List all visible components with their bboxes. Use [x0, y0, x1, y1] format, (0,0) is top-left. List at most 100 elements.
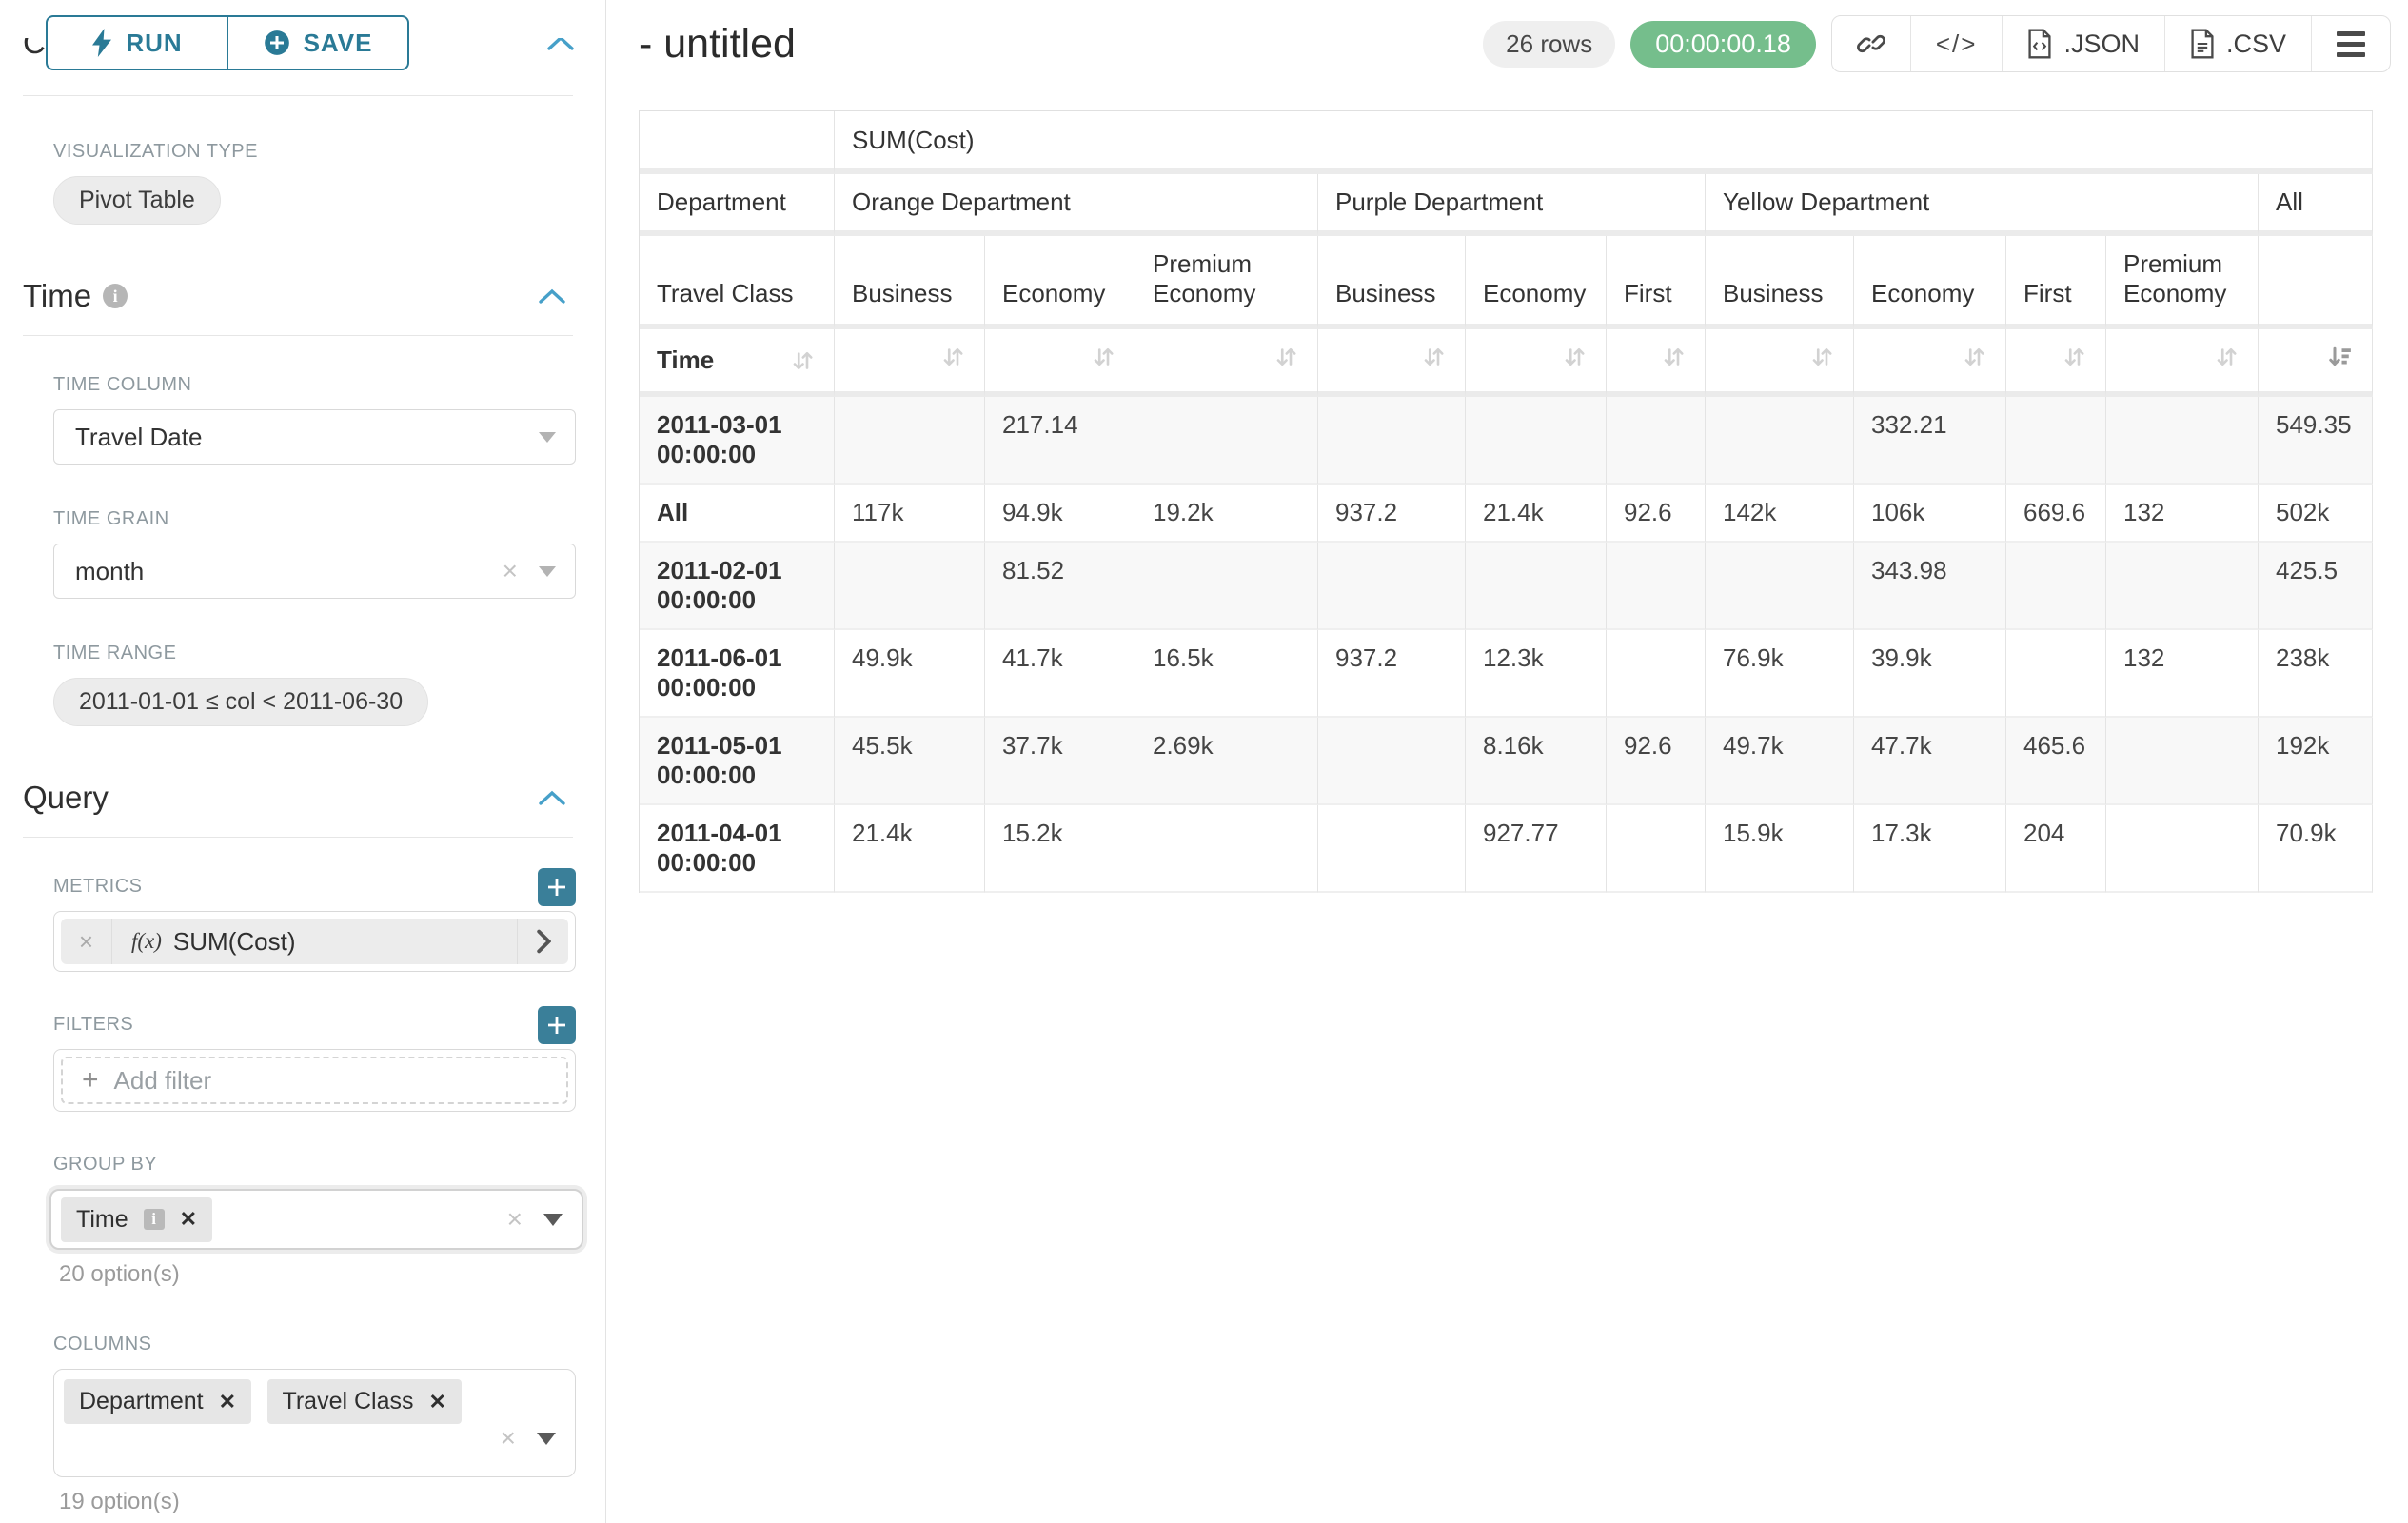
table-cell: 15.2k [985, 805, 1135, 893]
caret-down-icon [543, 1213, 563, 1226]
table-cell: 332.21 [1854, 397, 2006, 485]
json-file-icon [2028, 29, 2052, 59]
pivot-table: SUM(Cost) Department Orange Department Purp… [639, 110, 2374, 893]
save-button-label: SAVE [303, 28, 373, 57]
sort-header[interactable] [1466, 329, 1607, 397]
metric-pill[interactable]: × f(x) SUM(Cost) [61, 919, 568, 964]
sort-header[interactable] [835, 329, 985, 397]
sort-icon[interactable] [1960, 343, 1988, 371]
add-filter-button[interactable] [538, 1006, 576, 1044]
add-metric-button[interactable] [538, 868, 576, 906]
table-cell: 92.6 [1607, 718, 1706, 805]
remove-tag-icon[interactable]: ✕ [218, 1389, 237, 1414]
sort-header[interactable] [985, 329, 1135, 397]
clear-icon[interactable]: × [502, 556, 518, 585]
filters-control: + Add filter [53, 1049, 576, 1112]
more-options-button[interactable] [2311, 16, 2390, 71]
export-json-label: .JSON [2063, 29, 2140, 58]
sort-icon[interactable] [1560, 343, 1589, 371]
add-filter-dropzone[interactable]: + Add filter [61, 1057, 568, 1104]
expand-metric-icon[interactable] [517, 919, 568, 964]
caret-down-icon [539, 565, 556, 577]
table-cell [2006, 630, 2106, 718]
embed-code-button[interactable]: </> [1909, 16, 2003, 71]
sort-header[interactable] [1318, 329, 1466, 397]
column-header: Economy [985, 236, 1135, 329]
columns-options-hint: 19 option(s) [59, 1489, 180, 1514]
table-cell [1607, 397, 1706, 485]
sort-icon[interactable] [1089, 343, 1117, 371]
table-cell: 39.9k [1854, 630, 2006, 718]
export-json-button[interactable]: .JSON [2002, 16, 2164, 71]
sort-header[interactable] [1706, 329, 1854, 397]
table-cell: 192k [2259, 718, 2374, 805]
sort-header-active[interactable] [2259, 329, 2374, 397]
sort-icon[interactable] [1807, 343, 1836, 371]
time-column-select[interactable]: Travel Date [53, 409, 576, 465]
table-cell [2006, 397, 2106, 485]
column-header: Premium Economy [2106, 236, 2259, 329]
sort-icon[interactable] [938, 343, 967, 371]
table-cell: 502k [2259, 485, 2374, 543]
table-cell: 238k [2259, 630, 2374, 718]
remove-tag-icon[interactable]: ✕ [428, 1389, 446, 1414]
clear-icon[interactable]: × [506, 1204, 523, 1234]
sort-icon[interactable] [1419, 343, 1448, 371]
sort-header[interactable] [2106, 329, 2259, 397]
row-label: 2011-06-01 00:00:00 [640, 630, 835, 718]
sort-header[interactable] [2006, 329, 2106, 397]
export-csv-button[interactable]: .CSV [2163, 16, 2311, 71]
table-cell: 343.98 [1854, 543, 2006, 630]
table-cell: 132 [2106, 630, 2259, 718]
table-cell: 117k [835, 485, 985, 543]
save-button[interactable]: SAVE [227, 15, 409, 70]
remove-tag-icon[interactable]: ✕ [179, 1207, 198, 1231]
sort-icon[interactable] [1272, 343, 1300, 371]
columns-select[interactable]: Department ✕ Travel Class ✕ × [53, 1369, 576, 1477]
sort-descending-icon[interactable] [2324, 343, 2355, 371]
lightning-icon [92, 29, 112, 57]
table-cell [1135, 543, 1318, 630]
table-cell: 21.4k [835, 805, 985, 893]
sort-icon[interactable] [1659, 343, 1688, 371]
sort-icon[interactable] [2212, 343, 2240, 371]
sort-header[interactable] [1607, 329, 1706, 397]
chevron-up-icon[interactable] [538, 789, 566, 806]
chart-title[interactable]: - untitled [639, 20, 796, 67]
group-by-select[interactable]: Time i ✕ × [49, 1189, 583, 1250]
sort-icon[interactable] [788, 346, 817, 375]
table-cell [1706, 543, 1854, 630]
column-header: Premium Economy [1135, 236, 1318, 329]
sort-header[interactable] [1854, 329, 2006, 397]
time-sort-header[interactable]: Time [640, 329, 835, 397]
time-grain-select[interactable]: month × [53, 544, 576, 599]
department-dim-label: Department [640, 174, 835, 236]
column-header: Business [1706, 236, 1854, 329]
group-by-label: GROUP BY [53, 1154, 158, 1175]
table-row: 2011-05-01 00:00:00 45.5k 37.7k 2.69k 8.16k 92… [640, 718, 2374, 805]
tag-label: Travel Class [282, 1388, 414, 1414]
copy-link-button[interactable] [1832, 16, 1910, 71]
clear-icon[interactable]: × [500, 1423, 516, 1453]
table-cell [1135, 805, 1318, 893]
table-cell: 45.5k [835, 718, 985, 805]
table-cell: 49.9k [835, 630, 985, 718]
remove-metric-icon[interactable]: × [61, 919, 112, 964]
chevron-up-icon[interactable] [538, 287, 566, 305]
chart-header: - untitled 26 rows 00:00:00.18 </> [639, 15, 2408, 72]
row-label: 2011-03-01 00:00:00 [640, 397, 835, 485]
run-button-label: RUN [126, 28, 183, 57]
query-section-header[interactable]: Query [23, 780, 576, 816]
chevron-up-icon[interactable] [546, 38, 575, 51]
time-range-pill[interactable]: 2011-01-01 ≤ col < 2011-06-30 [53, 678, 429, 726]
run-button[interactable]: RUN [46, 15, 227, 70]
visualization-type-pill[interactable]: Pivot Table [53, 176, 221, 225]
sort-header[interactable] [1135, 329, 1318, 397]
table-cell: 204 [2006, 805, 2106, 893]
time-section-header[interactable]: Time i [23, 278, 576, 314]
table-cell: 106k [1854, 485, 2006, 543]
column-group-header: All [2259, 174, 2374, 236]
sort-icon[interactable] [2060, 343, 2088, 371]
table-cell [1466, 397, 1607, 485]
